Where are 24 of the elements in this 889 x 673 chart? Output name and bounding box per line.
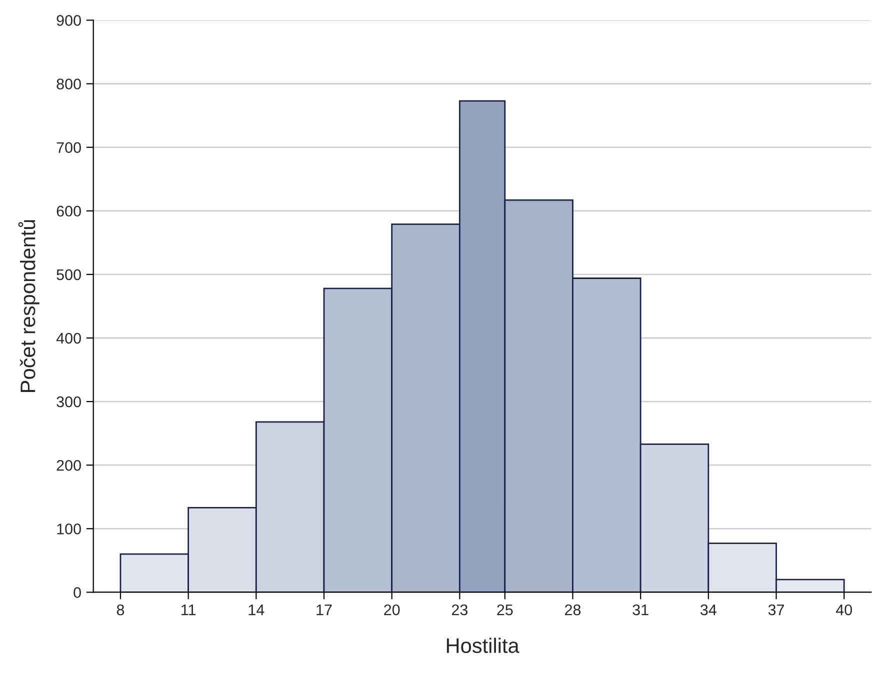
y-tick-label: 500	[56, 269, 81, 280]
x-tick-label: 20	[384, 604, 400, 616]
y-tick-label: 0	[74, 587, 81, 598]
y-tick-label: 600	[56, 206, 81, 217]
x-tick-label: 34	[700, 604, 716, 616]
y-tick-label: 400	[56, 332, 81, 344]
x-axis-title: Hostilita	[446, 638, 520, 654]
x-tick-label: 40	[836, 604, 852, 616]
x-tick-label: 31	[632, 604, 648, 616]
y-tick-label: 700	[56, 142, 81, 153]
y-tick-label: 900	[56, 15, 81, 26]
x-tick-label: 23	[452, 604, 468, 616]
x-tick-label: 25	[497, 604, 513, 616]
x-tick-label: 28	[565, 604, 581, 616]
x-tick-label: 37	[768, 604, 784, 616]
x-tick-label: 17	[316, 604, 332, 616]
x-tick-label: 8	[116, 604, 124, 616]
y-tick-label: 800	[56, 78, 81, 90]
x-tick-label: 11	[182, 604, 196, 616]
y-tick-label: 300	[56, 396, 81, 408]
y-tick-label: 100	[57, 524, 81, 534]
y-axis-title: Počet respondentů	[18, 220, 40, 392]
y-tick-label: 200	[56, 460, 81, 471]
x-tick-label: 14	[248, 604, 264, 616]
